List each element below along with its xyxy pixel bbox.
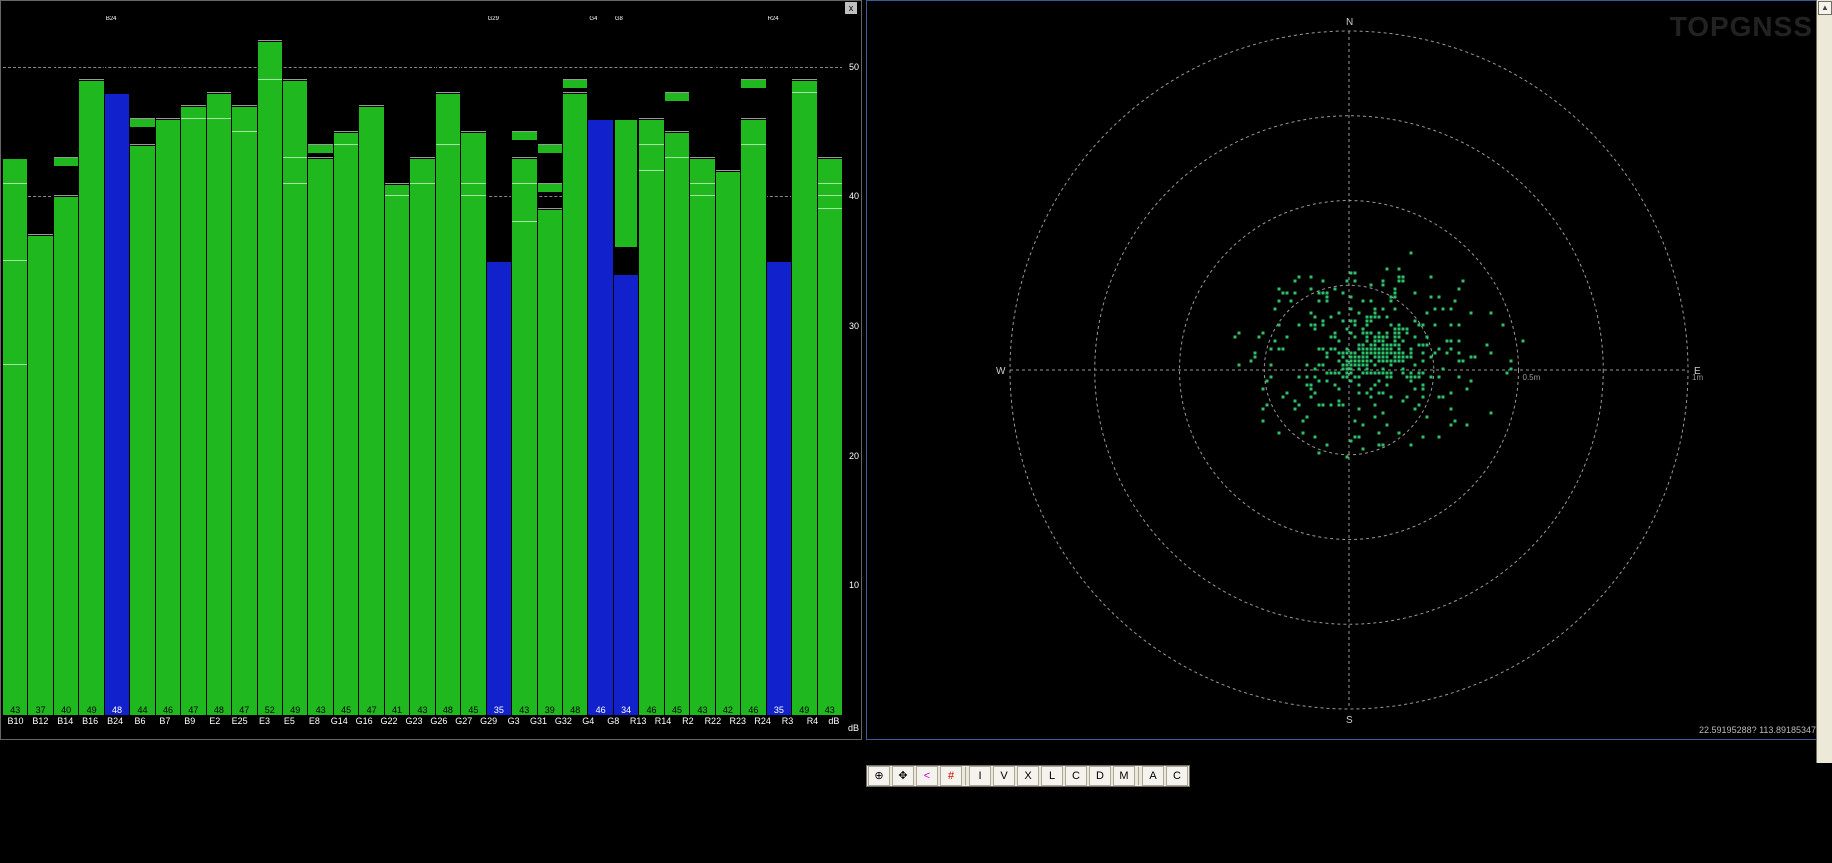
sat-label: R14 — [651, 715, 676, 739]
sat-label: R4 — [800, 715, 825, 739]
tool-i[interactable]: I — [969, 766, 991, 786]
sat-bar-g27: 45L1C/A — [461, 15, 486, 715]
sat-label: B7 — [152, 715, 177, 739]
sat-label: B6 — [128, 715, 153, 739]
sat-bar-r2: 43L2L1 — [690, 15, 715, 715]
sat-bar-r22: 42 — [716, 15, 741, 715]
sat-label: B10 — [3, 715, 28, 739]
sat-bar-b9: 47B9E5b — [181, 15, 206, 715]
sat-bar-g3: 43L2CL1C/AL2C — [512, 15, 537, 715]
sat-bar-e25: 47E1 — [232, 15, 257, 715]
sat-bar-e2: 48E5b — [207, 15, 232, 715]
sat-bar-g31: 39L2CL1C/A — [538, 15, 563, 715]
sat-bar-e5: 49E5bE1 — [283, 15, 308, 715]
sat-bar-e8: 43G14 — [308, 15, 333, 715]
signal-sat-labels: B10B12B14B16B24B6B7B9E2E25E3E5E8G14G16G2… — [3, 715, 843, 739]
sat-bar-b12: 37B14 — [28, 15, 53, 715]
sat-bar-r24: 35R24 — [767, 15, 792, 715]
sat-label: E5 — [277, 715, 302, 739]
sat-bar-r14: 45L1L2 — [665, 15, 690, 715]
tool-c[interactable]: C — [1065, 766, 1087, 786]
sat-label: G4 — [576, 715, 601, 739]
tool-x[interactable]: X — [1017, 766, 1039, 786]
sat-label: B14 — [53, 715, 78, 739]
sat-label: R22 — [700, 715, 725, 739]
sat-label: E8 — [302, 715, 327, 739]
vertical-scrollbar[interactable]: ▲ — [1816, 0, 1832, 763]
sat-bar-r13: 46L2 — [639, 15, 664, 715]
svg-text:W: W — [996, 366, 1006, 377]
tool-v[interactable]: V — [993, 766, 1015, 786]
sat-label: R23 — [725, 715, 750, 739]
sat-label: G8 — [601, 715, 626, 739]
sat-bar-g29: 35G29 — [487, 15, 512, 715]
sat-label: B16 — [78, 715, 103, 739]
sat-bar-r3: 49L2 — [792, 15, 817, 715]
sat-bar-b6: 44B6 — [130, 15, 155, 715]
tool-m[interactable]: M — [1113, 766, 1135, 786]
sat-label: G32 — [551, 715, 576, 739]
target-icon[interactable]: ⊕ — [868, 766, 890, 786]
sat-label: G22 — [377, 715, 402, 739]
sat-bar-b16: 49B16 — [79, 15, 104, 715]
tool-c2[interactable]: C — [1166, 766, 1188, 786]
sat-label: R2 — [675, 715, 700, 739]
sat-bar-r23: 46L2L1 — [741, 15, 766, 715]
close-icon[interactable]: x — [845, 2, 857, 14]
sat-label: G3 — [501, 715, 526, 739]
sat-bar-g26: 48L1C/AL2C — [436, 15, 461, 715]
sat-bar-e3: 52E5bE5b — [258, 15, 283, 715]
sat-label: G14 — [327, 715, 352, 739]
sat-label: E25 — [227, 715, 252, 739]
svg-text:E: E — [1694, 366, 1701, 377]
sat-label: R24 — [750, 715, 775, 739]
signal-strength-panel: x 43B10B1237B144049B1648B2444B646B747B9E… — [0, 0, 862, 740]
sat-bar-g14: 45G16 — [334, 15, 359, 715]
signal-y-axis: 1020304050dB — [843, 15, 861, 715]
tool-l[interactable]: L — [1041, 766, 1063, 786]
sat-bar-g16: 47 — [359, 15, 384, 715]
sat-label: G27 — [451, 715, 476, 739]
sat-bar-g8: 34G8 — [614, 15, 639, 715]
deviation-toolbar: ⊕✥<#IVXLCDMAC — [866, 763, 1832, 863]
tool-d[interactable]: D — [1089, 766, 1111, 786]
sat-label: R3 — [775, 715, 800, 739]
sat-bar-b10: 43B10B12 — [3, 15, 28, 715]
sat-label: G29 — [476, 715, 501, 739]
grid-icon[interactable]: # — [940, 766, 962, 786]
signal-chart: 43B10B1237B144049B1648B2444B646B747B9E5b… — [3, 15, 843, 715]
svg-text:S: S — [1346, 715, 1353, 726]
sat-label: E3 — [252, 715, 277, 739]
deviation-plot: 0.5m1mNSWE — [867, 1, 1831, 739]
svg-text:0.5m: 0.5m — [1523, 373, 1541, 382]
sat-label: B24 — [103, 715, 128, 739]
deviation-panel: TOPGNSS 0.5m1mNSWE 22.59195288? 113.8918… — [866, 0, 1832, 740]
tool-a[interactable]: A — [1142, 766, 1164, 786]
svg-text:N: N — [1346, 17, 1353, 28]
sat-label: G16 — [352, 715, 377, 739]
sat-bar-b24: 48B24 — [105, 15, 130, 715]
sat-bar-b14: 40 — [54, 15, 79, 715]
sat-bar-g23: 43G23 — [410, 15, 435, 715]
sat-label: R13 — [626, 715, 651, 739]
sat-bar-r4: 43L1L2 — [818, 15, 843, 715]
scroll-up-icon[interactable]: ▲ — [1818, 1, 1832, 15]
sat-bar-g32: 48 — [563, 15, 588, 715]
sat-label: B12 — [28, 715, 53, 739]
sat-label: G31 — [526, 715, 551, 739]
sat-bar-b7: 46B7 — [156, 15, 181, 715]
sat-label: G23 — [402, 715, 427, 739]
sat-label: G26 — [426, 715, 451, 739]
sat-label: E2 — [202, 715, 227, 739]
angle-icon[interactable]: < — [916, 766, 938, 786]
coordinates-readout: 22.59195288? 113.89185347? — [1699, 725, 1821, 735]
sat-bar-g4: 46G4 — [588, 15, 613, 715]
sat-label: B9 — [177, 715, 202, 739]
sat-bar-g22: 41G22 — [385, 15, 410, 715]
crosshair-icon[interactable]: ✥ — [892, 766, 914, 786]
